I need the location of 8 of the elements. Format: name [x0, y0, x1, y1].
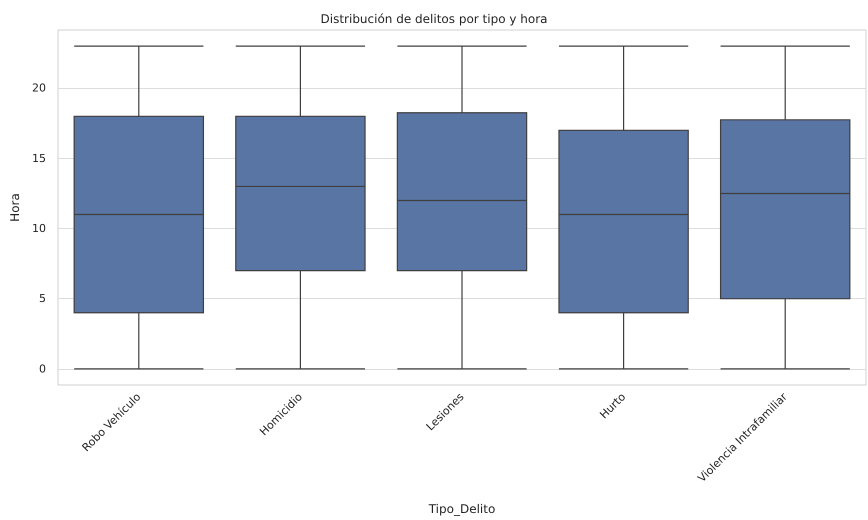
- y-axis-title: Hora: [8, 193, 22, 222]
- y-tick-label: 0: [39, 362, 46, 376]
- y-tick-label: 10: [32, 222, 46, 236]
- y-tick-label: 15: [32, 152, 46, 165]
- y-tick-label: 20: [32, 82, 46, 95]
- chart-title: Distribución de delitos por tipo y hora: [320, 12, 548, 26]
- x-axis-title: Tipo_Delito: [428, 502, 496, 516]
- y-tick-label: 5: [39, 292, 46, 306]
